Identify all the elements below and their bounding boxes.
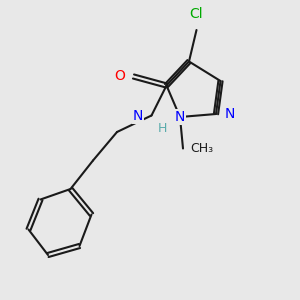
Text: N: N bbox=[175, 110, 185, 124]
Text: N: N bbox=[225, 107, 236, 121]
Text: Cl: Cl bbox=[190, 7, 203, 21]
Text: CH₃: CH₃ bbox=[190, 142, 214, 155]
Text: O: O bbox=[114, 70, 125, 83]
Text: H: H bbox=[158, 122, 167, 135]
Text: N: N bbox=[133, 109, 143, 122]
